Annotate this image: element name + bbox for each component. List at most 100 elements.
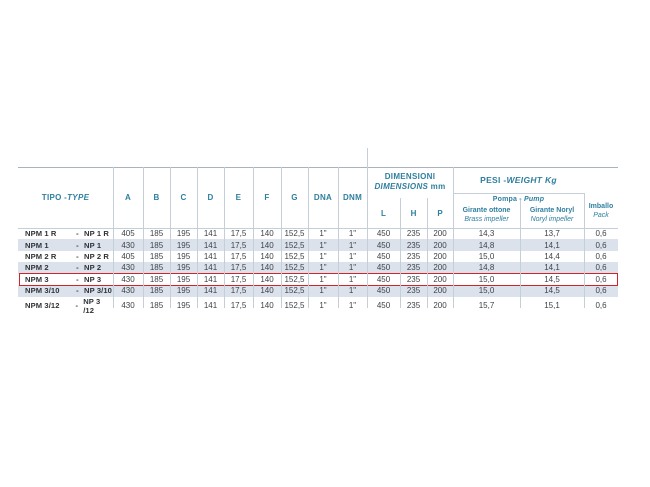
value-cell: 17,5 bbox=[230, 301, 247, 311]
value-cell: 141 bbox=[203, 301, 218, 311]
value-cell: 14,5 bbox=[544, 286, 560, 296]
type-right: NP 3 bbox=[84, 274, 102, 284]
type-dash: - bbox=[76, 286, 79, 296]
value-cell: 1" bbox=[319, 301, 327, 311]
col-header-b: B bbox=[153, 193, 160, 202]
value-cell: 200 bbox=[433, 301, 447, 311]
value-cell: 195 bbox=[176, 240, 191, 250]
col-rule-g-dna bbox=[308, 167, 309, 308]
dimensions-group-left-rule bbox=[367, 148, 368, 308]
type-dash: - bbox=[76, 274, 79, 284]
value-cell: 15,1 bbox=[544, 301, 560, 311]
value-cell: 141 bbox=[203, 263, 218, 273]
value-cell: 1" bbox=[348, 274, 357, 284]
dimensions-group-header: DIMENSIONI DIMENSIONS mm bbox=[367, 167, 453, 228]
table-row: NPM 1 - NP 1 430 185 195 141 17,5 140 152,5 1" 1" 45… bbox=[18, 239, 618, 251]
value-cell: 1" bbox=[319, 274, 327, 284]
weight-group-left-rule bbox=[453, 167, 454, 308]
value-cell: 15,0 bbox=[478, 252, 495, 262]
value-cell: 17,5 bbox=[230, 274, 247, 284]
value-cell: 152,5 bbox=[284, 301, 305, 311]
brass-impeller-line2: Brass impeller bbox=[464, 215, 509, 223]
value-cell: 0,6 bbox=[595, 263, 607, 273]
pack-header-line2: Pack bbox=[593, 211, 609, 219]
col-rule-f-g bbox=[281, 167, 282, 308]
value-cell: 152,5 bbox=[284, 252, 305, 262]
col-header-e: E bbox=[235, 193, 242, 202]
value-cell: 1" bbox=[348, 263, 357, 273]
value-cell: 152,5 bbox=[284, 274, 305, 284]
type-cell: NPM 3/12 - NP 3 /12 bbox=[18, 297, 113, 315]
type-right: NP 3 /12 bbox=[83, 296, 101, 315]
value-cell: 405 bbox=[121, 229, 135, 239]
brass-impeller-line1: Girante ottone bbox=[462, 207, 511, 214]
value-cell: 140 bbox=[260, 274, 274, 284]
value-cell: 14,5 bbox=[544, 274, 560, 284]
type-dash: - bbox=[76, 240, 79, 250]
value-cell: 450 bbox=[376, 301, 391, 311]
value-cell: 15,0 bbox=[478, 274, 495, 284]
weight-title-main: PESI - bbox=[480, 175, 507, 185]
type-dash: - bbox=[76, 229, 79, 239]
value-cell: 0,6 bbox=[595, 274, 607, 284]
type-header-main: TIPO - bbox=[41, 193, 68, 202]
value-cell: 195 bbox=[176, 229, 191, 239]
value-cell: 17,5 bbox=[230, 286, 247, 296]
value-cell: 15,0 bbox=[478, 286, 495, 296]
dimensions-title-line2: DIMENSIONS mm bbox=[374, 181, 446, 191]
pump-subtitle: Pompa - Pump bbox=[492, 196, 545, 203]
type-left: NPM 1 bbox=[25, 240, 49, 250]
value-cell: 0,6 bbox=[595, 229, 607, 239]
type-left: NPM 2 R bbox=[25, 252, 57, 262]
noryl-impeller-line1: Girante Noryl bbox=[529, 207, 575, 214]
col-header-a: A bbox=[124, 193, 132, 202]
type-left: NPM 3 bbox=[25, 274, 49, 284]
type-header-italic: TYPE bbox=[67, 193, 90, 202]
value-cell: 141 bbox=[203, 229, 218, 239]
value-cell: 450 bbox=[376, 240, 391, 250]
value-cell: 17,5 bbox=[230, 240, 247, 250]
value-cell: 450 bbox=[376, 229, 391, 239]
col-header-g: G bbox=[291, 193, 298, 202]
type-right: NP 3/10 bbox=[84, 286, 113, 296]
table-row: NPM 3 - NP 3 430 185 195 141 17,5 140 152,5 1" 1" 45… bbox=[18, 272, 618, 287]
table-row: NPM 2 R - NP 2 R 405 185 195 141 17,5 140 152,5 1"… bbox=[18, 251, 618, 262]
value-cell: 13,7 bbox=[544, 229, 560, 239]
type-left: NPM 2 bbox=[25, 263, 49, 273]
col-rule-c-d bbox=[197, 167, 198, 308]
value-cell: 450 bbox=[376, 274, 391, 284]
type-left: NPM 3/10 bbox=[25, 286, 60, 296]
dimensions-title-line1: DIMENSIONI bbox=[384, 172, 436, 181]
type-cell: NPM 3/10 - NP 3/10 bbox=[18, 285, 113, 296]
value-cell: 235 bbox=[406, 240, 421, 250]
value-cell: 195 bbox=[176, 286, 191, 296]
brass-impeller-header: Girante ottone Brass impeller bbox=[453, 207, 520, 224]
weight-group-title: PESI - WEIGHT Kg bbox=[453, 167, 584, 193]
value-cell: 200 bbox=[433, 286, 447, 296]
value-cell: 152,5 bbox=[284, 286, 305, 296]
table-row: NPM 3/10 - NP 3/10 430 185 195 141 17,5 140 152,5… bbox=[18, 285, 618, 297]
value-cell: 185 bbox=[149, 240, 164, 250]
value-cell: 140 bbox=[260, 240, 274, 250]
value-cell: 0,6 bbox=[595, 301, 607, 311]
type-right: NP 2 R bbox=[84, 252, 109, 262]
value-cell: 185 bbox=[149, 252, 164, 262]
col-header-dnm: DNM bbox=[342, 193, 363, 202]
col-header-p: P bbox=[437, 208, 443, 218]
value-cell: 140 bbox=[260, 286, 274, 296]
value-cell: 1" bbox=[319, 240, 327, 250]
type-left: NPM 1 R bbox=[25, 229, 57, 239]
value-cell: 405 bbox=[121, 252, 135, 262]
value-cell: 14,1 bbox=[544, 240, 560, 250]
type-right: NP 1 bbox=[84, 240, 102, 250]
col-header-l: L bbox=[381, 208, 386, 218]
value-cell: 430 bbox=[121, 301, 135, 311]
value-cell: 185 bbox=[149, 274, 164, 284]
value-cell: 14,8 bbox=[478, 263, 495, 273]
value-cell: 195 bbox=[176, 274, 191, 284]
type-dash: - bbox=[76, 263, 79, 273]
type-column-header: TIPO - TYPE bbox=[18, 167, 113, 228]
pack-header-line1: Imballo bbox=[588, 202, 614, 210]
type-left: NPM 3/12 bbox=[25, 301, 60, 311]
value-cell: 430 bbox=[121, 274, 135, 284]
